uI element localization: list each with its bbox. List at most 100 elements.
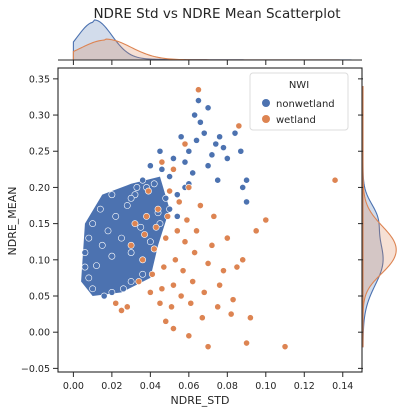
- point-wetland: [196, 202, 204, 209]
- legend-frame: [249, 72, 349, 131]
- point-wetland: [164, 212, 172, 220]
- point-wetland: [252, 227, 260, 235]
- point-nonwetland: [216, 133, 224, 141]
- point-nonwetland: [150, 180, 158, 188]
- point-nonwetland: [214, 176, 222, 184]
- point-wetland: [198, 314, 206, 322]
- scatter-points: [81, 86, 339, 351]
- right-kde-wetland: [362, 86, 397, 347]
- legend-marker-nonwetland: [262, 99, 270, 107]
- point-nonwetland: [108, 252, 116, 260]
- top-marginal-kde: [72, 19, 353, 61]
- chart-title: NDRE Std vs NDRE Mean Scatterplot: [93, 6, 340, 22]
- point-wetland: [247, 314, 254, 322]
- x-tick-label: 0.10: [255, 381, 276, 392]
- x-tick-label: 0.04: [140, 381, 161, 392]
- point-nonwetland: [193, 136, 200, 144]
- point-nonwetland: [98, 241, 106, 249]
- point-wetland: [158, 158, 166, 166]
- point-wetland: [214, 303, 222, 311]
- point-wetland: [208, 241, 216, 249]
- point-wetland: [170, 165, 177, 173]
- point-wetland: [145, 187, 152, 195]
- y-axis-label: NDRE_MEAN: [6, 187, 19, 256]
- point-wetland: [195, 86, 202, 94]
- point-wetland: [118, 307, 125, 314]
- point-nonwetland: [100, 292, 108, 300]
- x-tick-label: 0.12: [294, 381, 315, 392]
- point-wetland: [191, 249, 199, 256]
- point-nonwetland: [133, 184, 141, 191]
- point-wetland: [281, 343, 289, 351]
- point-nonwetland: [196, 118, 204, 126]
- point-wetland: [135, 278, 143, 285]
- point-wetland: [193, 227, 200, 235]
- point-wetland: [204, 260, 212, 267]
- point-nonwetland: [158, 165, 166, 173]
- point-wetland: [220, 267, 227, 275]
- point-wetland: [243, 339, 250, 347]
- point-nonwetland: [81, 263, 89, 271]
- point-nonwetland: [139, 176, 147, 184]
- point-wetland: [331, 176, 339, 184]
- point-nonwetland: [146, 162, 154, 170]
- point-wetland: [185, 184, 193, 191]
- point-nonwetland: [120, 285, 127, 293]
- point-nonwetland: [89, 285, 97, 293]
- point-wetland: [158, 285, 166, 293]
- x-tick-label: 0.00: [63, 381, 84, 392]
- point-nonwetland: [223, 155, 231, 162]
- point-wetland: [181, 140, 189, 148]
- point-nonwetland: [137, 223, 145, 231]
- point-nonwetland: [177, 133, 185, 141]
- y-tick-label: 0.15: [29, 219, 50, 230]
- y-tick-label: 0.25: [29, 147, 50, 158]
- point-wetland: [181, 238, 189, 246]
- point-wetland: [152, 223, 160, 231]
- point-nonwetland: [81, 249, 89, 256]
- y-tick-label: 0.30: [29, 111, 50, 122]
- point-wetland: [204, 343, 212, 351]
- x-axis-label: NDRE_STD: [171, 394, 230, 407]
- top-kde-wetland: [72, 38, 353, 61]
- point-wetland: [156, 299, 164, 307]
- point-wetland: [179, 267, 187, 275]
- point-nonwetland: [162, 194, 170, 202]
- x-tick-label: 0.02: [101, 381, 122, 392]
- point-wetland: [170, 325, 177, 332]
- point-nonwetland: [243, 198, 250, 206]
- y-tick-label: 0.10: [29, 255, 50, 266]
- y-tick-label: −0.05: [21, 364, 50, 375]
- point-wetland: [233, 263, 241, 271]
- point-wetland: [170, 281, 177, 289]
- point-wetland: [160, 263, 168, 271]
- point-nonwetland: [181, 158, 189, 166]
- point-wetland: [168, 303, 175, 311]
- point-wetland: [223, 234, 231, 242]
- point-wetland: [200, 288, 208, 296]
- point-nonwetland: [237, 147, 245, 155]
- point-nonwetland: [220, 144, 227, 152]
- point-nonwetland: [127, 194, 135, 202]
- point-wetland: [183, 216, 191, 224]
- point-nonwetland: [156, 147, 164, 155]
- point-nonwetland: [212, 140, 220, 148]
- legend: NWI nonwetland wetland: [249, 72, 349, 131]
- point-nonwetland: [239, 184, 247, 191]
- point-wetland: [177, 292, 185, 300]
- point-nonwetland: [112, 212, 120, 220]
- x-tick-label: 0.06: [178, 381, 199, 392]
- point-nonwetland: [127, 278, 135, 285]
- point-nonwetland: [166, 173, 173, 180]
- point-nonwetland: [123, 202, 131, 209]
- point-nonwetland: [243, 176, 250, 184]
- point-wetland: [185, 332, 193, 340]
- point-nonwetland: [170, 155, 177, 162]
- point-wetland: [173, 227, 181, 235]
- y-tick-label: 0.35: [29, 74, 50, 85]
- point-nonwetland: [191, 111, 199, 119]
- point-nonwetland: [195, 97, 202, 104]
- point-nonwetland: [104, 227, 112, 235]
